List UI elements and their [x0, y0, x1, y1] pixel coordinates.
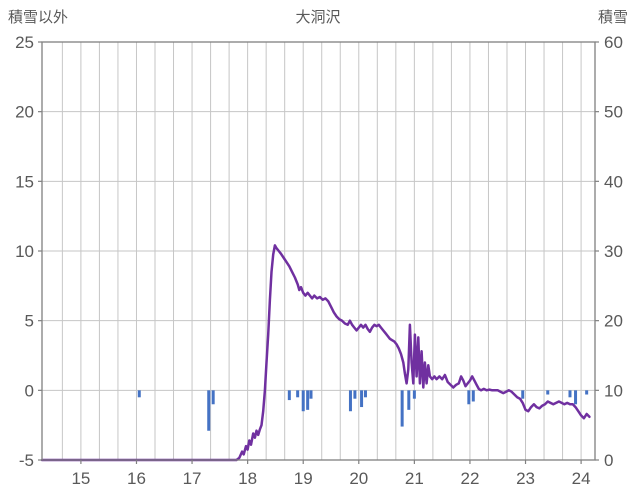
- tick-label: 21: [405, 469, 424, 488]
- bar: [353, 390, 357, 399]
- tick-label: 20: [15, 103, 34, 122]
- bar: [360, 390, 364, 408]
- right-axis-title: 積雪: [597, 9, 628, 26]
- tick-label: -5: [19, 451, 34, 470]
- left-axis-title: 積雪以外: [8, 9, 69, 26]
- tick-label: 0: [604, 451, 613, 470]
- bar: [363, 390, 367, 398]
- tick-label: 20: [349, 469, 368, 488]
- tick-label: 24: [572, 469, 591, 488]
- tick-label: 5: [25, 312, 34, 331]
- chart-title: 大洞沢: [295, 9, 341, 26]
- tick-label: 15: [15, 172, 34, 191]
- series-line: [40, 244, 591, 462]
- tick-label: 17: [183, 469, 202, 488]
- bar: [467, 390, 471, 405]
- tick-label: 15: [71, 469, 90, 488]
- bar: [301, 390, 305, 412]
- tick-label: 10: [15, 242, 34, 261]
- tick-label: 19: [294, 469, 313, 488]
- bar: [400, 390, 404, 427]
- bar: [211, 390, 215, 405]
- bar: [546, 390, 550, 395]
- tick-label: 20: [604, 312, 623, 331]
- bar: [568, 390, 572, 398]
- bar: [137, 390, 141, 398]
- tick-label: 22: [460, 469, 479, 488]
- tick-label: 50: [604, 103, 623, 122]
- tick-label: 30: [604, 242, 623, 261]
- bar: [471, 390, 475, 402]
- axis-labels: -5 0 5 10 15 20 25 0 10 20 30 40 50 60 15 16 17 18 19 20 21 2…: [15, 33, 623, 488]
- bar: [296, 390, 300, 398]
- bar: [574, 390, 578, 405]
- bar: [287, 390, 291, 401]
- tick-label: 60: [604, 33, 623, 52]
- bar: [585, 390, 589, 395]
- bar: [407, 390, 411, 410]
- tick-label: 40: [604, 172, 623, 191]
- tick-label: 25: [15, 33, 34, 52]
- bar: [309, 390, 313, 399]
- gridlines: [42, 42, 595, 460]
- bar: [412, 390, 416, 399]
- tick-label: 0: [25, 381, 34, 400]
- tick-label: 16: [127, 469, 146, 488]
- tick-label: 18: [238, 469, 257, 488]
- bar: [306, 390, 310, 410]
- bar: [348, 390, 352, 412]
- tick-label: 10: [604, 381, 623, 400]
- tick-label: 23: [516, 469, 535, 488]
- bar: [521, 390, 525, 399]
- series-bars: [137, 390, 589, 431]
- bar: [207, 390, 211, 431]
- line: [40, 244, 591, 462]
